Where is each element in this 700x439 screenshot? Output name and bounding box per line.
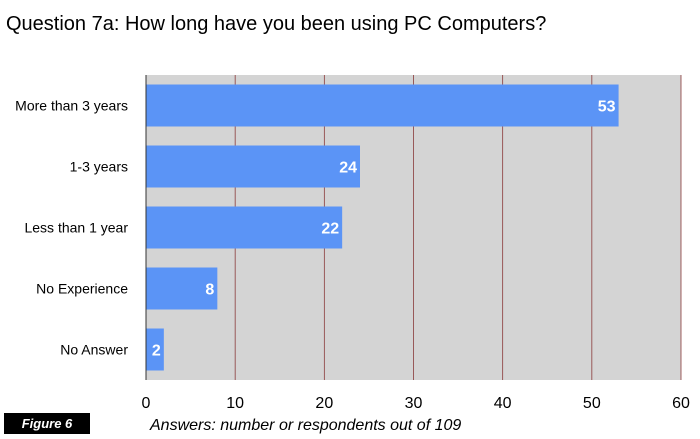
data-label-3: 8 (205, 282, 214, 299)
category-label-4: No Answer (60, 342, 128, 358)
bars (146, 84, 619, 371)
data-label-4: 2 (152, 343, 161, 360)
figure-badge (4, 413, 90, 434)
bar-3 (146, 267, 218, 310)
data-label-1: 24 (339, 160, 357, 177)
x-tick-label: 50 (583, 395, 601, 412)
category-label-3: No Experience (36, 281, 128, 297)
x-tick-label: 40 (494, 395, 512, 412)
bar-1 (146, 145, 360, 188)
x-tick-label: 20 (315, 395, 333, 412)
category-label-2: Less than 1 year (24, 220, 128, 236)
chart-title: Question 7a: How long have you been usin… (6, 13, 546, 35)
x-axis-label: Answers: number or respondents out of 10… (149, 417, 461, 434)
x-tick-labels: 0 10 20 30 40 50 60 (142, 395, 690, 412)
category-label-1: 1-3 years (70, 159, 128, 175)
x-tick-label: 0 (142, 395, 151, 412)
x-tick-label: 10 (226, 395, 244, 412)
data-labels: 53 24 22 8 2 (152, 99, 616, 360)
data-label-0: 53 (598, 99, 616, 116)
bar-2 (146, 206, 343, 249)
category-labels: More than 3 years 1-3 years Less than 1 ye… (15, 98, 128, 358)
category-label-0: More than 3 years (15, 98, 128, 114)
x-tick-label: 60 (672, 395, 690, 412)
figure-label: Figure 6 (22, 416, 73, 431)
bar-4 (146, 328, 164, 371)
x-tick-label: 30 (405, 395, 423, 412)
bar-0 (146, 84, 619, 127)
data-label-2: 22 (321, 221, 339, 238)
